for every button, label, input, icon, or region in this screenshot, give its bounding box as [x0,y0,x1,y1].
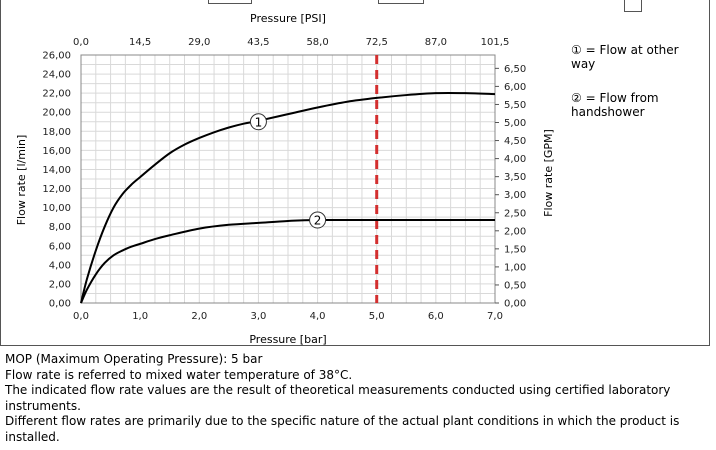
x-axis-title: Pressure [bar] [249,333,326,346]
legend-marker-2: ② [571,91,582,105]
x-tick-label: 5,0 [369,311,385,322]
top-border-stub [208,0,252,4]
flow-rate-chart: 12 0,002,004,006,008,0010,0012,0014,0016… [15,12,555,346]
y2-tick-label: 5,50 [504,100,526,111]
y-axis-title: Flow rate [l/min] [15,135,28,226]
x-tick-label: 4,0 [310,311,326,322]
y-tick-label: 22,00 [42,89,71,100]
top-border-stub [624,0,642,12]
legend-item-2: ② = Flow from handshower [571,91,701,119]
x-tick-label: 1,0 [132,311,148,322]
top-tick-label: 72,5 [366,37,388,48]
y-tick-label: 18,00 [42,127,71,138]
note-temperature: Flow rate is referred to mixed water tem… [5,367,353,382]
note-mop: MOP (Maximum Operating Pressure): 5 bar [5,352,263,366]
y-tick-label: 20,00 [42,108,71,119]
y2-tick-label: 3,50 [504,172,526,183]
y-tick-label: 2,00 [49,279,71,290]
chart-frame [0,0,710,346]
top-tick-label: 29,0 [188,37,210,48]
right-axis-ticks: 0,00 0,50 1,00 1,50 2,00 2,50 3,00 3,50 4,00 4,50… [495,64,526,310]
y2-tick-label: 0,00 [504,299,526,310]
top-tick-label: 87,0 [425,37,447,48]
y2-tick-label: 4,00 [504,154,526,165]
note-theoretical: The indicated flow rate values are the r… [5,383,671,413]
legend-item-1: ① = Flow at other way [571,43,701,71]
bottom-axis-ticks: 0,0 1,0 2,0 3,0 4,0 5,0 6,0 7,0 [73,311,503,322]
top-tick-label: 58,0 [306,37,328,48]
notes: MOP (Maximum Operating Pressure): 5 bar … [5,352,705,446]
top-tick-label: 43,5 [247,37,269,48]
y-tick-label: 14,00 [42,165,71,176]
series-group: 12 [80,91,496,304]
y-tick-label: 24,00 [42,70,71,81]
plot-border [80,54,496,304]
y2-tick-label: 5,00 [504,118,526,129]
series-marker-label-2: 2 [314,214,322,228]
legend-marker-1: ① [571,43,582,57]
top-tick-label: 0,0 [73,37,89,48]
y-tick-label: 0,00 [49,299,71,310]
x-tick-label: 3,0 [250,311,266,322]
legend-text-1: = Flow at other way [571,43,679,71]
x-tick-label: 2,0 [191,311,207,322]
y-tick-label: 6,00 [49,241,71,252]
y2-tick-label: 0,50 [504,280,526,291]
grid [80,54,496,304]
top-axis-ticks: 0,0 14,5 29,0 43,5 58,0 72,5 87,0 101,5 [73,37,509,48]
top-tick-label: 101,5 [481,37,510,48]
y2-tick-label: 4,50 [504,136,526,147]
legend-text-2: = Flow from handshower [571,91,659,119]
y2-tick-label: 6,00 [504,82,526,93]
top-border-stub [378,0,424,4]
top-tick-label: 14,5 [129,37,151,48]
y2-tick-label: 2,00 [504,226,526,237]
series-marker-2 [309,211,327,229]
x-tick-label: 6,0 [428,311,444,322]
series-line-1 [80,91,496,304]
y-tick-label: 4,00 [49,260,71,271]
top-axis-title: Pressure [PSI] [250,12,326,25]
y-tick-label: 8,00 [49,222,71,233]
y2-tick-label: 1,00 [504,262,526,273]
y2-tick-label: 6,50 [504,64,526,75]
y2-tick-label: 2,50 [504,208,526,219]
x-tick-label: 0,0 [73,311,89,322]
y-tick-label: 12,00 [42,184,71,195]
y-tick-label: 10,00 [42,203,71,214]
y2-axis-title: Flow rate [GPM] [542,129,555,217]
y-tick-label: 16,00 [42,146,71,157]
series-marker-label-1: 1 [255,115,263,129]
note-plant-conditions: Different flow rates are primarily due t… [5,414,680,444]
series-marker-1 [249,113,267,131]
x-tick-label: 7,0 [487,311,503,322]
y2-tick-label: 3,00 [504,190,526,201]
y2-tick-label: 1,50 [504,244,526,255]
y-tick-label: 26,00 [42,51,71,62]
left-axis-ticks: 0,00 2,00 4,00 6,00 8,00 10,00 12,00 14,00 16,00… [42,51,71,310]
